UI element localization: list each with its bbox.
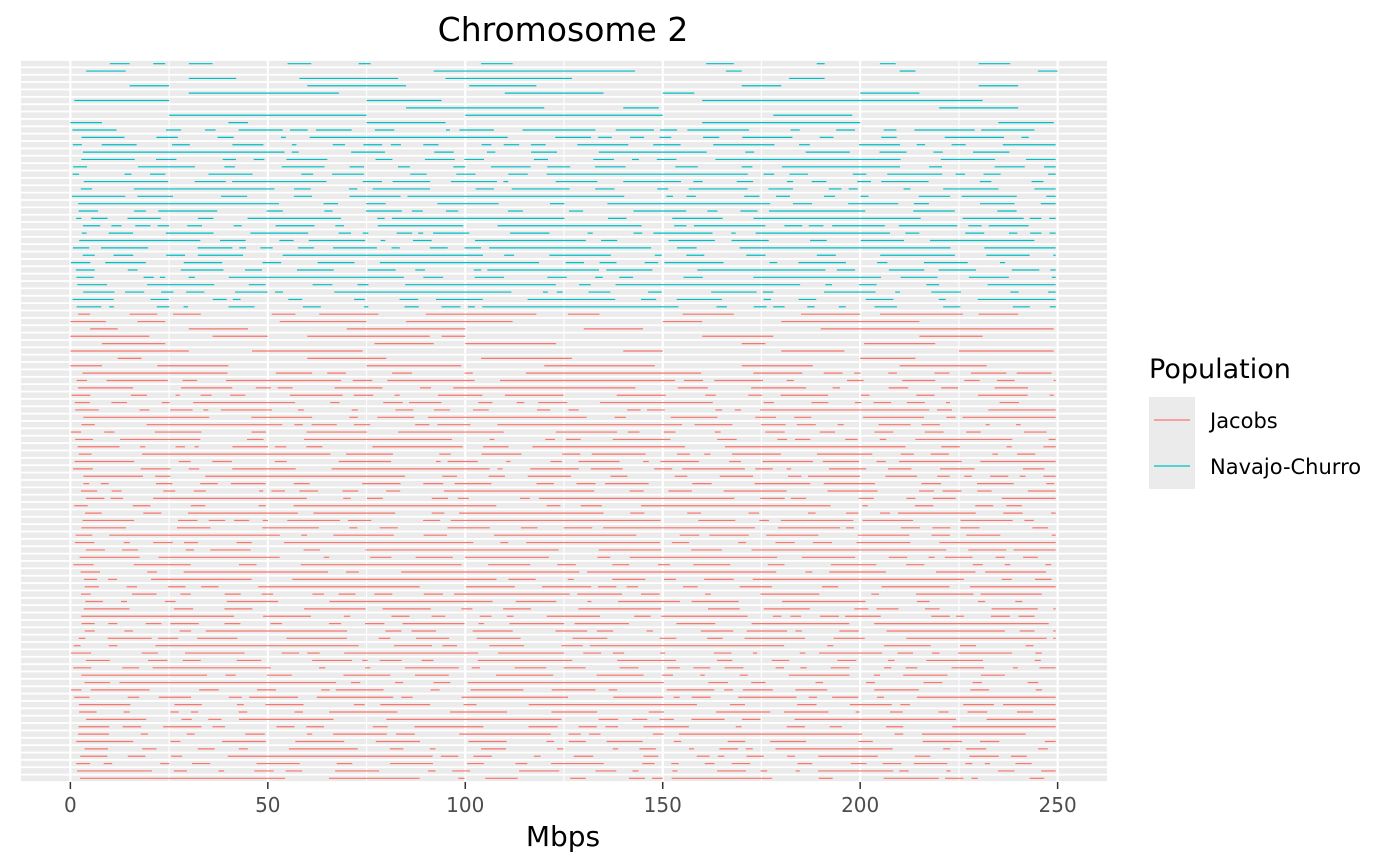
x-tick-label: 250	[1039, 793, 1077, 817]
x-tick-label: 0	[64, 793, 77, 817]
x-tick-label: 100	[446, 793, 484, 817]
x-axis: 0 50 100 150 200 250	[64, 782, 1077, 817]
vertical-gridlines	[69, 60, 1059, 782]
x-tick-label: 50	[255, 793, 280, 817]
legend-title: Population	[1149, 354, 1291, 385]
legend: Population Jacobs Navajo-Churro	[1149, 354, 1361, 489]
legend-key-background	[1149, 397, 1195, 489]
x-tick-label: 150	[644, 793, 682, 817]
x-tick-label: 200	[841, 793, 879, 817]
chart-title: Chromosome 2	[438, 10, 689, 49]
legend-label-navajo-churro: Navajo-Churro	[1210, 455, 1361, 479]
x-axis-title: Mbps	[526, 820, 600, 853]
haplotype-segments	[70, 63, 1058, 779]
legend-label-jacobs: Jacobs	[1208, 409, 1278, 433]
